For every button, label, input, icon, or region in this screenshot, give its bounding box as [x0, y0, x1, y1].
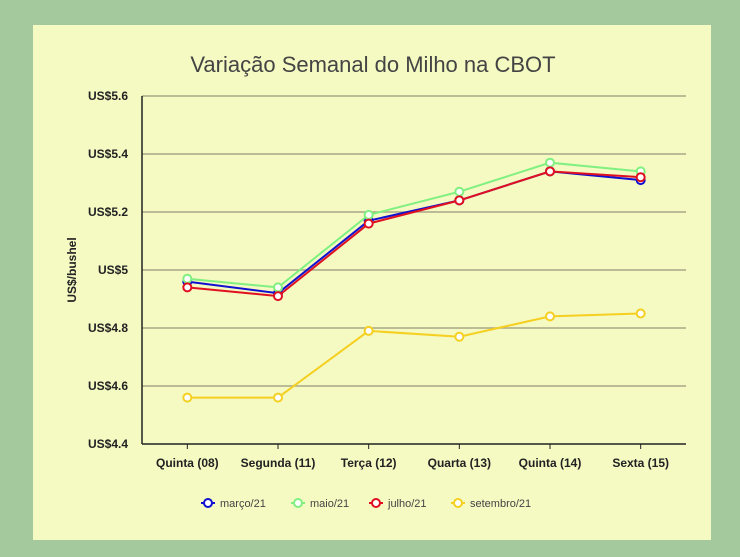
data-point[interactable] — [454, 195, 465, 206]
data-point[interactable] — [182, 282, 193, 293]
legend-item[interactable]: julho/21 — [369, 498, 427, 510]
x-tick-label: Terça (12) — [341, 456, 397, 470]
data-point[interactable] — [182, 392, 193, 403]
legend-marker — [203, 498, 213, 508]
y-tick-label: US$4.6 — [88, 379, 128, 393]
series-setembro/21 — [182, 308, 646, 403]
chart-title: Variação Semanal do Milho na CBOT — [190, 52, 555, 77]
legend-marker — [293, 498, 303, 508]
legend-marker — [371, 498, 381, 508]
data-point[interactable] — [635, 308, 646, 319]
series-março/21 — [182, 166, 646, 299]
y-tick-label: US$5 — [98, 263, 128, 277]
series-line — [187, 161, 641, 289]
data-point[interactable] — [273, 291, 283, 302]
data-point[interactable] — [363, 325, 374, 336]
series-julho/21 — [182, 166, 646, 302]
x-tick-label: Sexta (15) — [612, 456, 669, 470]
data-point[interactable] — [635, 172, 646, 183]
data-point[interactable] — [182, 273, 193, 284]
legend-item[interactable]: maio/21 — [291, 498, 349, 510]
data-point[interactable] — [273, 392, 283, 403]
data-point[interactable] — [363, 218, 374, 229]
y-tick-label: US$5.6 — [88, 89, 128, 103]
data-point[interactable] — [545, 166, 555, 177]
legend-label: julho/21 — [387, 498, 427, 510]
legend-label: setembro/21 — [470, 498, 531, 510]
data-point[interactable] — [454, 331, 465, 342]
series-line — [187, 170, 641, 298]
series-maio/21 — [182, 157, 646, 293]
x-tick-label: Segunda (11) — [241, 456, 316, 470]
y-tick-label: US$5.4 — [88, 147, 128, 161]
legend-label: março/21 — [220, 498, 266, 510]
data-point[interactable] — [545, 311, 555, 322]
y-tick-label: US$4.4 — [88, 437, 128, 451]
legend-label: maio/21 — [310, 498, 349, 510]
series-line — [187, 170, 641, 295]
y-axis-label: US$/bushel — [65, 237, 79, 302]
series-line — [187, 312, 641, 399]
y-tick-label: US$4.8 — [88, 321, 128, 335]
legend-item[interactable]: março/21 — [201, 498, 266, 510]
legend-item[interactable]: setembro/21 — [451, 498, 531, 510]
x-tick-label: Quinta (14) — [519, 456, 582, 470]
data-point[interactable] — [454, 186, 465, 197]
y-tick-label: US$5.2 — [88, 205, 128, 219]
chart-panel — [33, 25, 711, 540]
x-tick-label: Quinta (08) — [156, 456, 219, 470]
legend-marker — [453, 498, 463, 508]
data-point[interactable] — [545, 157, 555, 168]
data-point[interactable] — [363, 209, 374, 220]
x-tick-label: Quarta (13) — [428, 456, 491, 470]
data-point[interactable] — [273, 282, 283, 293]
